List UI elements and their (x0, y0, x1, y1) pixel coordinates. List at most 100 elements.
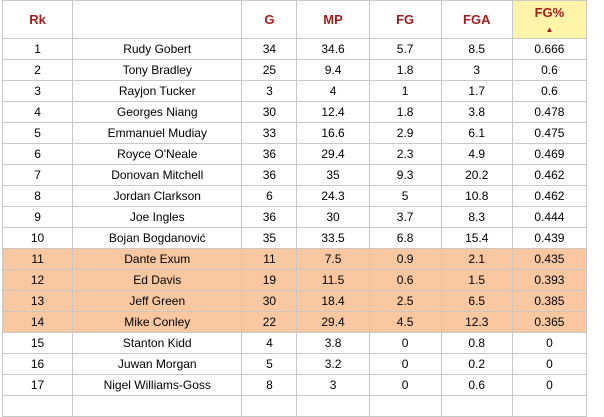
fga-cell: 6.1 (440, 122, 513, 144)
table-row: 13 Jeff Green 30 18.4 2.5 6.5 0.385 (1, 290, 588, 312)
table-row: 8 Jordan Clarkson 6 24.3 5 10.8 0.462 (1, 185, 588, 207)
fg-pct-cell: 0.444 (511, 206, 588, 228)
games-cell: 36 (241, 143, 298, 165)
empty-cell (440, 395, 513, 417)
sort-ascending-icon: ▲ (545, 25, 554, 34)
fg-pct-cell: 0 (511, 353, 588, 375)
fga-cell: 3.8 (440, 101, 513, 123)
player-name-cell: Tony Bradley (72, 59, 243, 81)
fg-pct-cell: 0.462 (511, 185, 588, 207)
table-row: 15 Stanton Kidd 4 3.8 0 0.8 0 (1, 332, 588, 354)
table-row: 5 Emmanuel Mudiay 33 16.6 2.9 6.1 0.475 (1, 122, 588, 144)
minutes-cell: 24.3 (296, 185, 370, 207)
games-cell: 5 (241, 353, 298, 375)
player-stats-table: Rk G MP FG FGA FG% ▲ 1 Rudy Gobert 34 34.6 5… (1, 0, 588, 417)
fg-cell: 0 (368, 353, 442, 375)
rank-cell: 3 (1, 80, 74, 102)
rank-cell: 4 (1, 101, 74, 123)
rank-cell: 8 (1, 185, 74, 207)
player-name-cell: Rudy Gobert (72, 38, 243, 60)
games-cell: 34 (241, 38, 298, 60)
fg-cell: 5.7 (368, 38, 442, 60)
fga-cell: 0.2 (440, 353, 513, 375)
table-row: 11 Dante Exum 11 7.5 0.9 2.1 0.435 (1, 248, 588, 270)
column-header-player[interactable] (72, 0, 243, 39)
fg-pct-cell: 0.469 (511, 143, 588, 165)
rank-cell: 14 (1, 311, 74, 333)
column-header-mp[interactable]: MP (296, 0, 370, 39)
rank-cell: 16 (1, 353, 74, 375)
player-name-cell: Emmanuel Mudiay (72, 122, 243, 144)
minutes-cell: 11.5 (296, 269, 370, 291)
column-header-g[interactable]: G (241, 0, 298, 39)
minutes-cell: 3.8 (296, 332, 370, 354)
fga-cell: 1.5 (440, 269, 513, 291)
fg-cell: 2.5 (368, 290, 442, 312)
empty-cell (511, 395, 588, 417)
fg-cell: 0.9 (368, 248, 442, 270)
minutes-cell: 9.4 (296, 59, 370, 81)
table-row: 7 Donovan Mitchell 36 35 9.3 20.2 0.462 (1, 164, 588, 186)
fga-cell: 12.3 (440, 311, 513, 333)
empty-row (1, 395, 588, 417)
rank-cell: 7 (1, 164, 74, 186)
fga-cell: 3 (440, 59, 513, 81)
rank-cell: 5 (1, 122, 74, 144)
column-header-fg-pct[interactable]: FG% ▲ (511, 0, 588, 39)
fg-pct-cell: 0 (511, 332, 588, 354)
fg-pct-cell: 0.439 (511, 227, 588, 249)
player-name-cell: Royce O'Neale (72, 143, 243, 165)
stats-table-container: Rk G MP FG FGA FG% ▲ 1 Rudy Gobert 34 34.6 5… (1, 0, 588, 417)
player-name-cell: Ed Davis (72, 269, 243, 291)
games-cell: 8 (241, 374, 298, 396)
player-name-cell: Donovan Mitchell (72, 164, 243, 186)
player-name-cell: Rayjon Tucker (72, 80, 243, 102)
table-row: 1 Rudy Gobert 34 34.6 5.7 8.5 0.666 (1, 38, 588, 60)
games-cell: 3 (241, 80, 298, 102)
games-cell: 25 (241, 59, 298, 81)
minutes-cell: 3.2 (296, 353, 370, 375)
games-cell: 22 (241, 311, 298, 333)
empty-cell (72, 395, 243, 417)
player-name-cell: Nigel Williams-Goss (72, 374, 243, 396)
table-row: 4 Georges Niang 30 12.4 1.8 3.8 0.478 (1, 101, 588, 123)
column-header-rk[interactable]: Rk (1, 0, 74, 39)
minutes-cell: 16.6 (296, 122, 370, 144)
fg-pct-cell: 0.6 (511, 80, 588, 102)
minutes-cell: 30 (296, 206, 370, 228)
column-header-fg-pct-label: FG% (534, 5, 565, 20)
fg-pct-cell: 0.6 (511, 59, 588, 81)
fga-cell: 10.8 (440, 185, 513, 207)
table-row: 12 Ed Davis 19 11.5 0.6 1.5 0.393 (1, 269, 588, 291)
player-name-cell: Juwan Morgan (72, 353, 243, 375)
column-header-fga[interactable]: FGA (440, 0, 513, 39)
fg-cell: 0 (368, 332, 442, 354)
column-header-fg[interactable]: FG (368, 0, 442, 39)
fga-cell: 4.9 (440, 143, 513, 165)
empty-cell (296, 395, 370, 417)
minutes-cell: 34.6 (296, 38, 370, 60)
fga-cell: 20.2 (440, 164, 513, 186)
games-cell: 36 (241, 164, 298, 186)
rank-cell: 1 (1, 38, 74, 60)
fg-cell: 9.3 (368, 164, 442, 186)
fga-cell: 8.5 (440, 38, 513, 60)
fga-cell: 0.8 (440, 332, 513, 354)
fg-pct-cell: 0.666 (511, 38, 588, 60)
fg-pct-cell: 0.475 (511, 122, 588, 144)
player-name-cell: Stanton Kidd (72, 332, 243, 354)
fg-cell: 4.5 (368, 311, 442, 333)
rank-cell: 9 (1, 206, 74, 228)
table-row: 17 Nigel Williams-Goss 8 3 0 0.6 0 (1, 374, 588, 396)
minutes-cell: 7.5 (296, 248, 370, 270)
rank-cell: 13 (1, 290, 74, 312)
rank-cell: 15 (1, 332, 74, 354)
header-row: Rk G MP FG FGA FG% ▲ (1, 0, 588, 39)
games-cell: 11 (241, 248, 298, 270)
fg-cell: 1 (368, 80, 442, 102)
fg-cell: 0 (368, 374, 442, 396)
fg-pct-cell: 0.385 (511, 290, 588, 312)
fg-pct-cell: 0.462 (511, 164, 588, 186)
fg-pct-cell: 0.435 (511, 248, 588, 270)
fg-pct-cell: 0.365 (511, 311, 588, 333)
